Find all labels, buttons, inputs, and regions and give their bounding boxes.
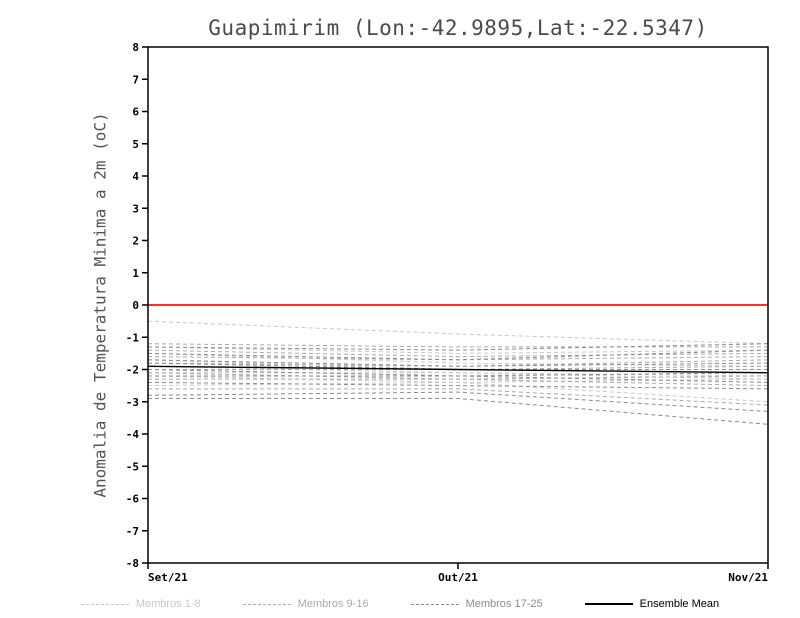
legend-item-membros-17-25: Membros 17-25 bbox=[410, 598, 543, 610]
dashed-line-swatch bbox=[80, 603, 129, 605]
legend: Membros 1-8 Membros 9-16 Membros 17-25 E… bbox=[0, 598, 800, 610]
chart-title: Guapimirim (Lon:-42.9895,Lat:-22.5347) bbox=[208, 16, 708, 40]
member-line bbox=[148, 378, 769, 387]
x-tick-label: Out/21 bbox=[438, 571, 478, 584]
y-tick-label: -7 bbox=[126, 525, 139, 538]
y-tick-label: -8 bbox=[126, 557, 139, 570]
solid-line-swatch bbox=[584, 603, 633, 605]
member-line bbox=[147, 359, 769, 367]
member-line bbox=[147, 381, 769, 403]
y-tick-label: 2 bbox=[132, 235, 139, 248]
member-line bbox=[147, 352, 769, 367]
member-line bbox=[147, 381, 769, 390]
dashed-line-swatch bbox=[410, 603, 459, 605]
member-line bbox=[147, 343, 768, 348]
member-line bbox=[147, 343, 769, 351]
member-line bbox=[148, 388, 769, 406]
member-line bbox=[147, 346, 769, 354]
y-tick-label: 8 bbox=[132, 41, 139, 54]
dashed-line-swatch bbox=[242, 603, 291, 605]
x-tick-label: Nov/21 bbox=[728, 571, 768, 584]
y-tick-label: 4 bbox=[132, 170, 139, 183]
y-tick-label: 6 bbox=[132, 106, 139, 119]
y-tick-label: -3 bbox=[126, 396, 139, 409]
x-tick-label: Set/21 bbox=[148, 571, 188, 584]
legend-label: Membros 17-25 bbox=[465, 598, 543, 610]
legend-label: Membros 9-16 bbox=[297, 598, 369, 610]
y-tick-label: -5 bbox=[126, 460, 139, 473]
y-tick-label: -6 bbox=[126, 493, 140, 506]
y-tick-label: 3 bbox=[132, 202, 139, 215]
y-tick-label: -1 bbox=[126, 331, 140, 344]
member-line bbox=[147, 320, 769, 345]
legend-item-ensemble-mean: Ensemble Mean bbox=[584, 598, 720, 610]
member-line bbox=[148, 372, 769, 380]
member-line bbox=[147, 391, 769, 412]
y-tick-label: 0 bbox=[132, 299, 139, 312]
y-tick-label: -4 bbox=[126, 428, 140, 441]
member-line bbox=[148, 398, 769, 425]
ensemble-mean-line bbox=[147, 365, 769, 374]
member-line bbox=[147, 349, 769, 358]
legend-label: Ensemble Mean bbox=[639, 598, 720, 610]
member-line bbox=[147, 349, 769, 361]
y-tick-label: 5 bbox=[132, 138, 139, 151]
member-line bbox=[148, 375, 769, 383]
legend-item-membros-9-16: Membros 9-16 bbox=[242, 598, 369, 610]
y-tick-label: -2 bbox=[126, 364, 139, 377]
y-tick-label: 7 bbox=[132, 73, 139, 86]
legend-item-membros-1-8: Membros 1-8 bbox=[80, 598, 201, 610]
y-tick-label: 1 bbox=[132, 267, 139, 280]
legend-label: Membros 1-8 bbox=[135, 598, 201, 610]
